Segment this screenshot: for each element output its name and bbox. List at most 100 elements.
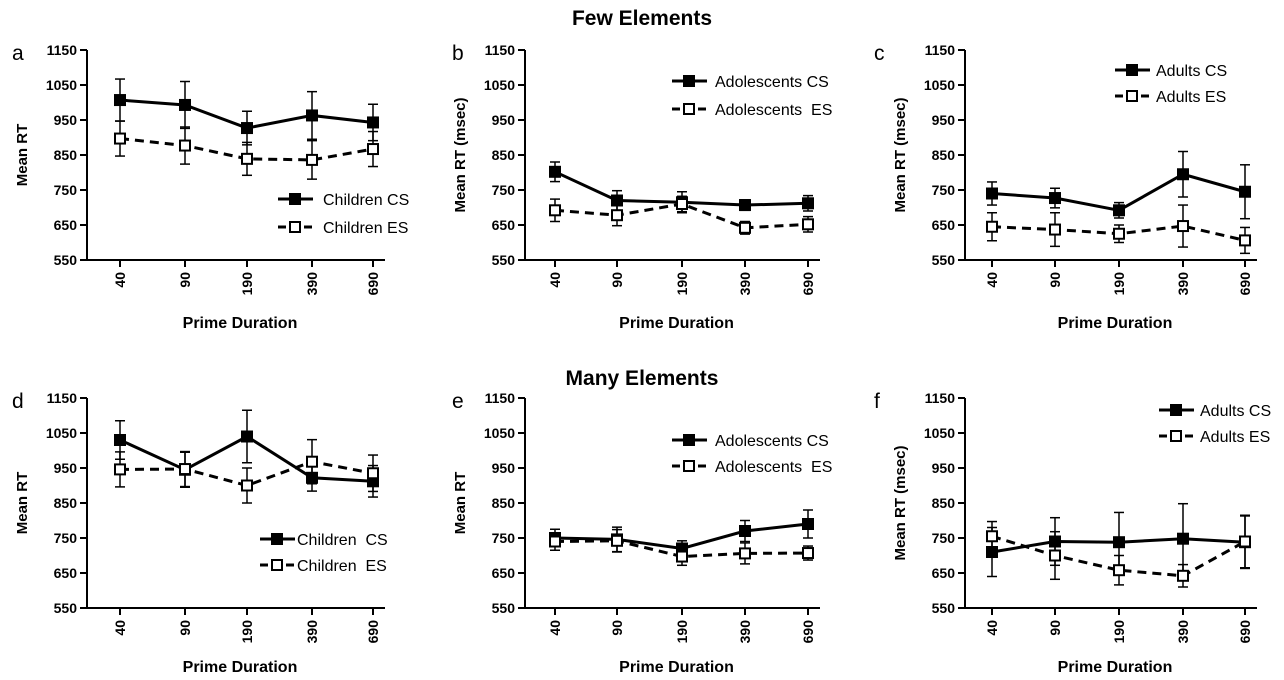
- x-tick-label: 690: [1237, 272, 1253, 296]
- x-tick-label: 690: [365, 272, 381, 296]
- data-point-open: [179, 139, 191, 152]
- y-tick-label: 950: [932, 460, 956, 476]
- y-tick-label: 650: [54, 217, 78, 233]
- y-tick-label: 1050: [484, 77, 515, 93]
- data-point-open: [802, 218, 814, 231]
- x-tick-label: 690: [1237, 620, 1253, 644]
- data-point-filled: [986, 187, 998, 200]
- data-point-filled: [1239, 185, 1251, 198]
- x-axis-label: Prime Duration: [1058, 315, 1173, 332]
- chart-panel-a: a 550 650 750 850 950 1050 1150 Mean RT 40 90 190 39…: [12, 42, 409, 332]
- y-tick-label: 750: [54, 530, 78, 546]
- data-point-open: [1177, 220, 1189, 233]
- y-tick-label: 1050: [46, 425, 77, 441]
- y-tick-label: 650: [492, 217, 516, 233]
- panel-letter: c: [874, 42, 885, 65]
- x-tick-label: 190: [674, 620, 690, 644]
- legend-label: Adults ES: [1156, 89, 1226, 106]
- data-point-open: [986, 220, 998, 233]
- data-point-filled: [739, 199, 751, 212]
- data-point-open: [1049, 223, 1061, 236]
- legend-marker: [683, 103, 695, 115]
- y-tick-label: 650: [54, 565, 78, 581]
- x-axis-label: Prime Duration: [619, 315, 734, 332]
- data-point-open: [367, 467, 379, 480]
- data-point-open: [306, 153, 318, 166]
- x-tick-label: 40: [547, 620, 563, 636]
- data-point-filled: [1177, 532, 1189, 545]
- y-tick-label: 1150: [485, 390, 516, 406]
- y-tick-label: 750: [492, 530, 516, 546]
- legend-label: Adults CS: [1200, 403, 1271, 420]
- section-title-many-elements: Many Elements: [565, 367, 719, 390]
- legend-marker: [683, 434, 695, 446]
- data-point-filled: [306, 109, 318, 122]
- x-tick-label: 90: [1047, 620, 1063, 636]
- x-tick-label: 40: [112, 620, 128, 636]
- panel-letter: f: [874, 390, 880, 413]
- y-tick-label: 550: [932, 600, 956, 616]
- x-tick-label: 390: [737, 620, 753, 644]
- data-point-filled: [1113, 536, 1125, 549]
- y-tick-label: 1150: [47, 42, 78, 58]
- x-tick-label: 190: [1111, 272, 1127, 296]
- x-tick-label: 90: [609, 620, 625, 636]
- chart-panel-f: f 550 650 750 850 950 1050 1150 Mean RT (msec) 40…: [874, 390, 1271, 676]
- data-point-filled: [739, 525, 751, 537]
- data-point-filled: [114, 434, 126, 446]
- legend-label: Children CS: [297, 532, 388, 549]
- data-point-filled: [549, 165, 561, 178]
- data-point-open: [611, 534, 623, 547]
- y-tick-label: 850: [54, 495, 78, 511]
- y-tick-label: 550: [932, 252, 956, 268]
- x-tick-label: 90: [177, 620, 193, 636]
- data-point-open: [739, 547, 751, 560]
- data-point-filled: [114, 94, 126, 107]
- data-point-open: [1177, 569, 1189, 582]
- data-point-open: [802, 547, 814, 560]
- x-tick-label: 390: [737, 272, 753, 296]
- x-axis-label: Prime Duration: [1058, 659, 1173, 676]
- legend-marker: [683, 75, 695, 87]
- y-tick-label: 1150: [47, 390, 78, 406]
- x-tick-label: 690: [365, 620, 381, 644]
- data-point-open: [114, 132, 126, 145]
- y-tick-label: 1050: [484, 425, 515, 441]
- data-point-open: [241, 152, 253, 165]
- legend-label: Children ES: [323, 220, 408, 237]
- panel-letter: e: [452, 390, 464, 413]
- x-tick-label: 40: [984, 272, 1000, 288]
- data-point-open: [739, 221, 751, 234]
- panel-letter: a: [12, 42, 24, 65]
- y-tick-label: 850: [54, 147, 78, 163]
- y-tick-label: 950: [492, 460, 516, 476]
- x-axis-label: Prime Duration: [183, 659, 298, 676]
- x-tick-label: 390: [1175, 272, 1191, 296]
- y-tick-label: 950: [492, 112, 516, 128]
- data-point-filled: [367, 116, 379, 129]
- x-tick-label: 90: [1047, 272, 1063, 288]
- x-tick-label: 190: [239, 272, 255, 296]
- data-point-filled: [241, 430, 253, 443]
- legend-label: Adolescents CS: [715, 433, 829, 450]
- panel-letter: d: [12, 390, 24, 413]
- chart-panel-d: d 550 650 750 850 950 1050 1150 Mean RT 40 90 190 39…: [12, 390, 388, 676]
- y-axis-label: Mean RT: [14, 124, 31, 187]
- data-point-open: [676, 198, 688, 210]
- data-point-open: [986, 530, 998, 543]
- x-tick-label: 390: [1175, 620, 1191, 644]
- legend-marker: [289, 193, 301, 205]
- data-point-filled: [179, 98, 191, 111]
- legend-label: Adolescents ES: [715, 102, 832, 119]
- x-tick-label: 390: [304, 620, 320, 644]
- y-tick-label: 1050: [46, 77, 77, 93]
- y-tick-label: 850: [932, 147, 956, 163]
- legend-label: Adults CS: [1156, 63, 1227, 80]
- chart-panel-e: e 550 650 750 850 950 1050 1150 Mean RT 40 90 190 39…: [452, 390, 832, 676]
- y-tick-label: 1150: [925, 390, 956, 406]
- legend-marker: [1126, 64, 1138, 76]
- x-tick-label: 390: [304, 272, 320, 296]
- data-point-filled: [802, 197, 814, 210]
- y-tick-label: 750: [54, 182, 78, 198]
- y-axis-label: Mean RT: [14, 472, 31, 535]
